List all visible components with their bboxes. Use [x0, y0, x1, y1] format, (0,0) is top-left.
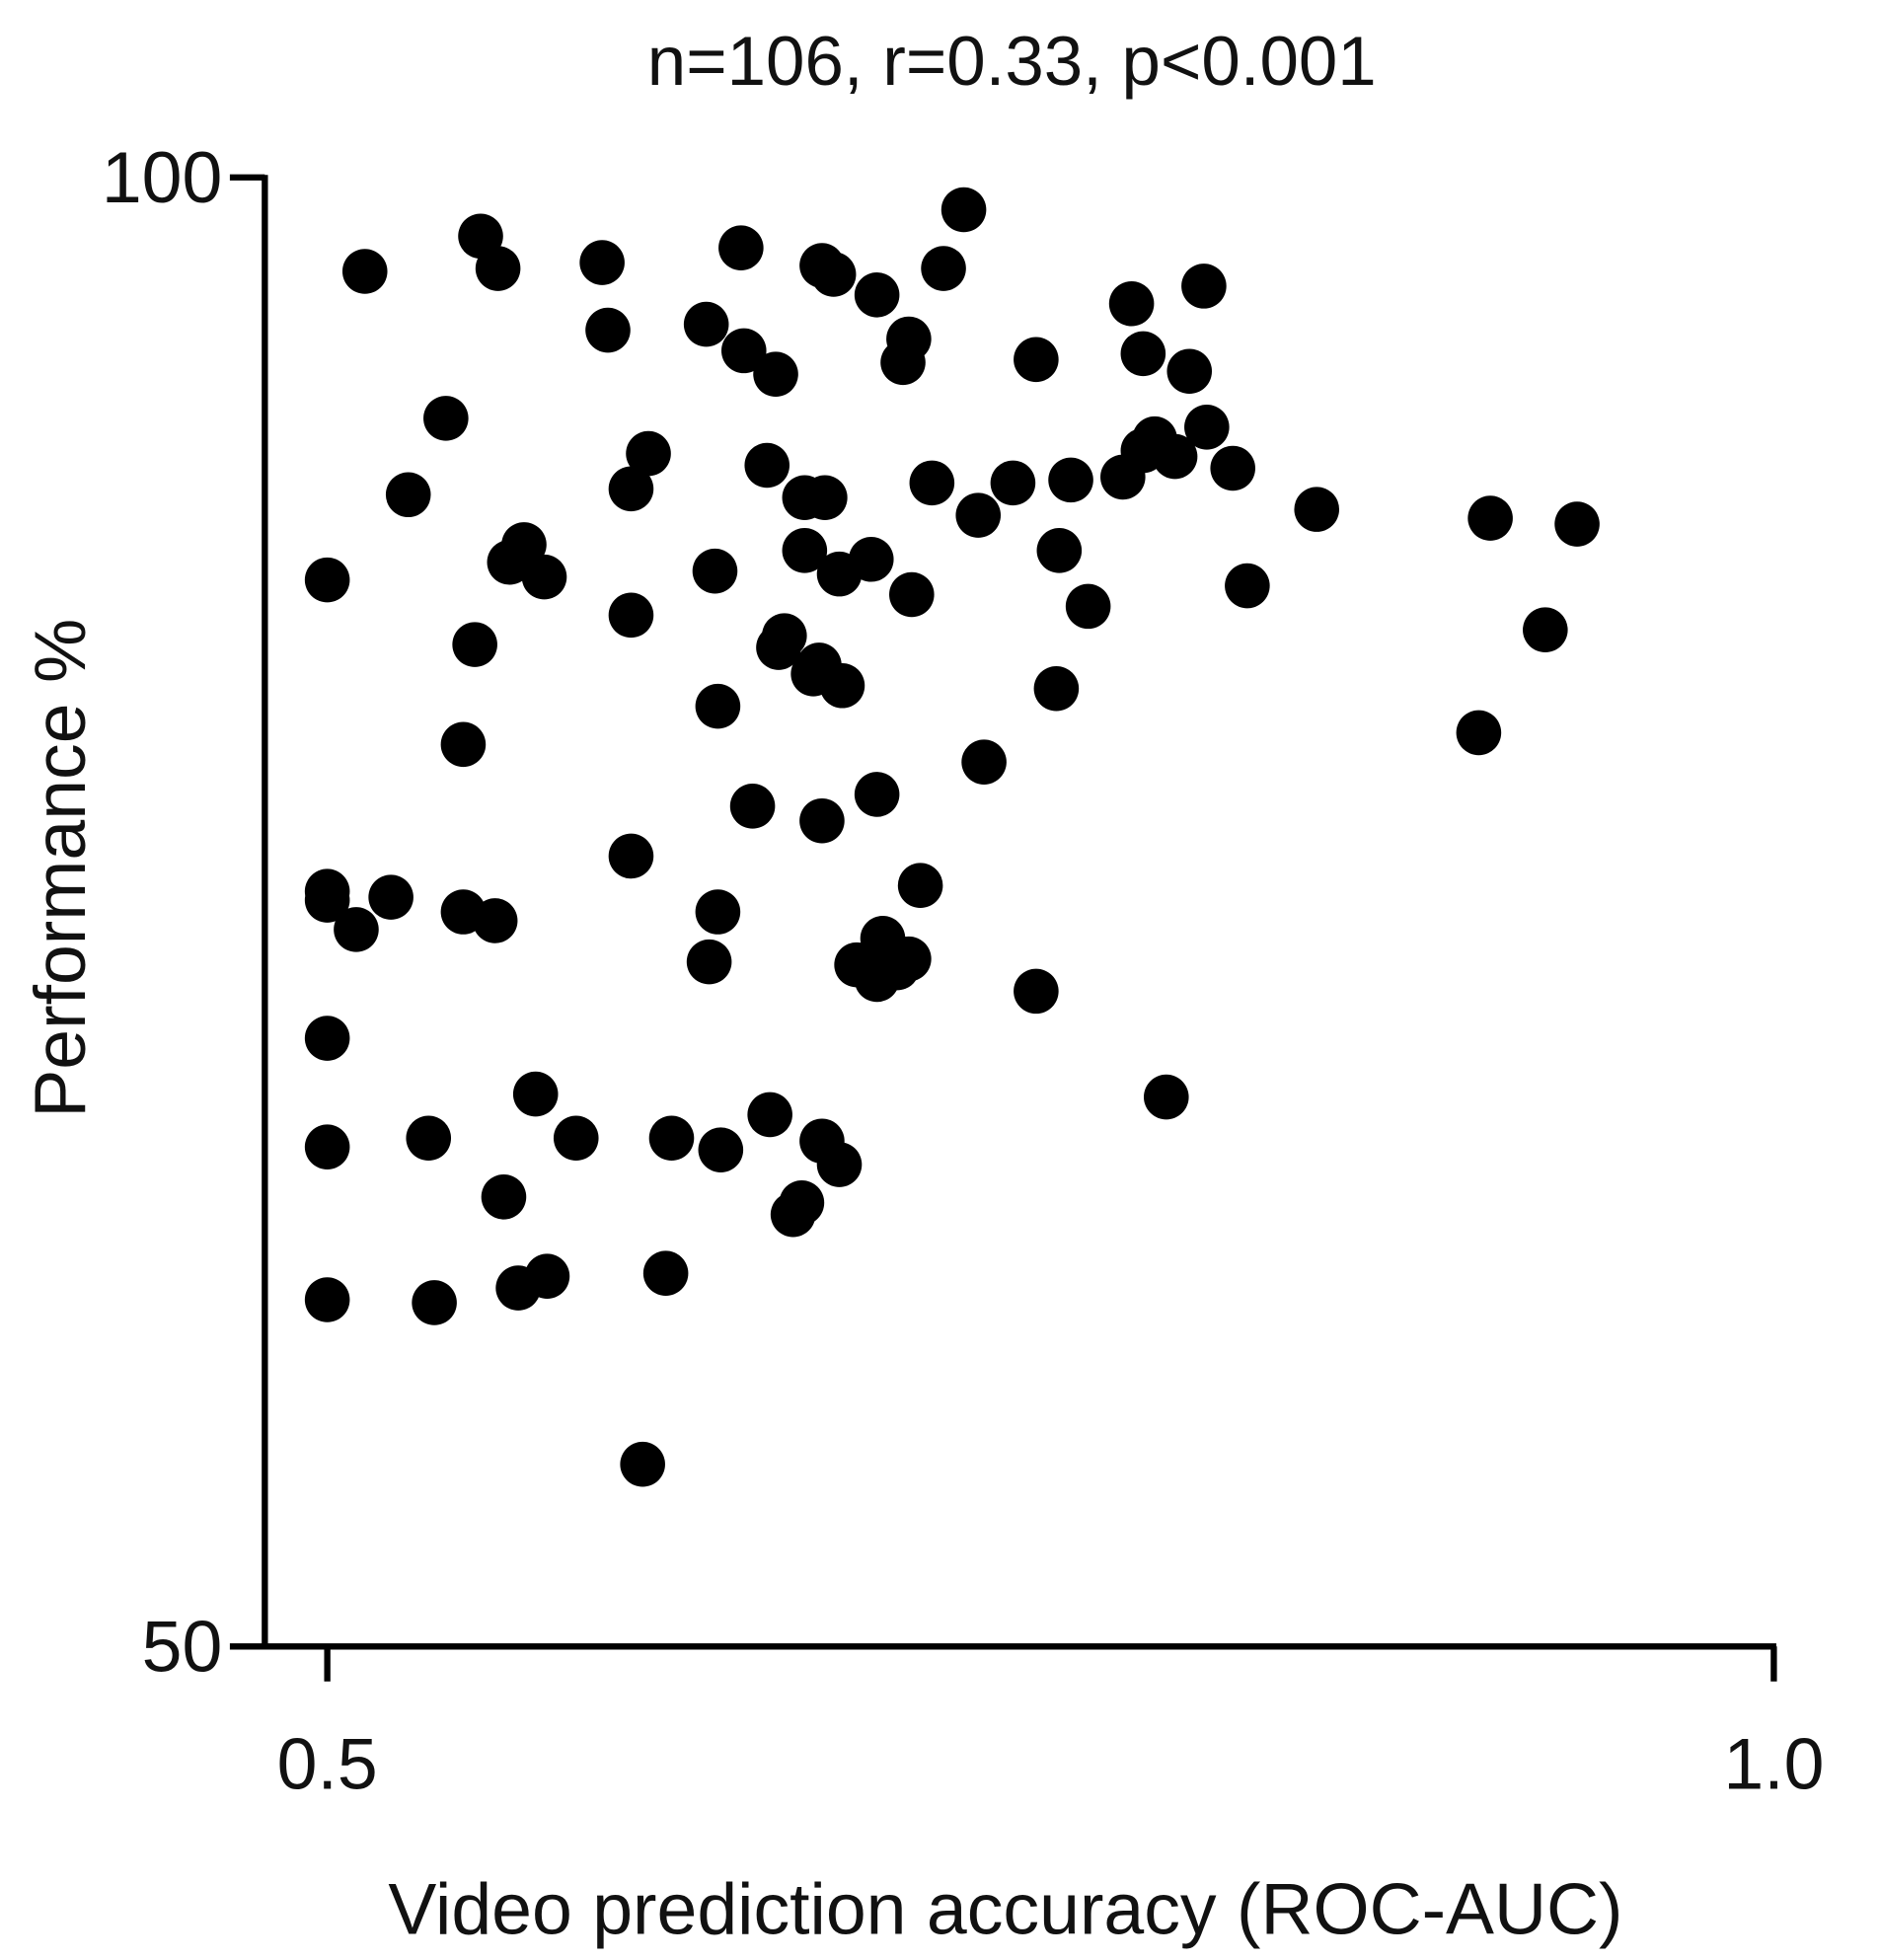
data-point — [897, 863, 943, 909]
data-point — [553, 1115, 599, 1162]
x-axis-label: Video prediction accuracy (ROC-AUC) — [388, 1868, 1622, 1949]
data-point — [304, 557, 350, 603]
data-point — [642, 1250, 689, 1296]
data-point — [889, 571, 935, 618]
data-point — [747, 1092, 792, 1138]
data-point — [1132, 421, 1177, 468]
data-point — [782, 528, 828, 573]
data-point — [1210, 445, 1255, 491]
data-point — [487, 539, 533, 585]
data-point — [1554, 501, 1600, 547]
data-point — [1225, 563, 1270, 609]
data-point — [423, 396, 469, 441]
data-point — [452, 622, 497, 667]
data-point — [816, 1142, 863, 1187]
y-tick-label: 100 — [102, 137, 222, 218]
data-point — [472, 898, 518, 943]
data-point — [854, 772, 900, 817]
data-point — [334, 907, 379, 952]
data-point — [368, 874, 414, 920]
y-axis-label: Performance % — [20, 619, 101, 1118]
data-point — [1108, 280, 1155, 327]
data-point — [810, 252, 857, 297]
data-point — [1143, 1074, 1189, 1120]
y-tick-label: 50 — [142, 1607, 223, 1688]
data-point — [940, 187, 987, 233]
data-point — [304, 1016, 350, 1061]
x-tick-label: 0.5 — [277, 1724, 378, 1805]
data-point — [1166, 348, 1213, 395]
data-point — [744, 442, 790, 489]
data-point — [695, 683, 741, 729]
data-point — [585, 307, 631, 353]
data-point — [608, 833, 654, 879]
data-point — [608, 466, 654, 512]
data-point — [1184, 405, 1230, 450]
data-point — [790, 651, 836, 697]
data-point — [753, 351, 798, 397]
data-point — [341, 249, 388, 294]
data-point — [921, 246, 966, 291]
data-point — [524, 1253, 570, 1299]
data-point — [718, 225, 764, 270]
data-point — [802, 475, 848, 521]
chart-title: n=106, r=0.33, p<0.001 — [647, 23, 1377, 101]
data-point — [608, 592, 654, 639]
data-point — [695, 889, 741, 935]
data-point — [481, 1174, 527, 1220]
data-point — [799, 797, 845, 844]
data-point — [990, 460, 1036, 506]
data-point — [779, 1179, 825, 1226]
data-point — [816, 551, 863, 597]
data-point — [475, 246, 521, 291]
data-point — [874, 944, 920, 991]
data-point — [406, 1115, 452, 1162]
data-point — [1456, 710, 1502, 756]
data-point — [304, 1277, 350, 1322]
data-point — [440, 721, 487, 768]
data-point — [512, 1071, 559, 1117]
data-point — [720, 328, 767, 374]
data-point — [304, 1124, 350, 1169]
data-point — [1014, 337, 1059, 383]
data-point — [385, 472, 431, 518]
data-point — [692, 548, 738, 594]
data-point — [854, 272, 900, 318]
data-point — [961, 739, 1007, 785]
data-point — [880, 339, 926, 386]
data-point — [648, 1115, 695, 1162]
data-point — [1120, 331, 1166, 377]
data-point — [1523, 607, 1568, 652]
data-point — [620, 1441, 665, 1487]
data-point — [1048, 457, 1093, 503]
data-point — [686, 939, 732, 985]
data-point — [1036, 528, 1083, 573]
data-point — [1065, 583, 1111, 630]
data-point — [698, 1127, 744, 1172]
data-point — [729, 784, 776, 829]
x-tick-label: 1.0 — [1723, 1724, 1824, 1805]
data-point — [1014, 968, 1059, 1015]
data-point — [412, 1280, 457, 1325]
data-point — [955, 492, 1002, 538]
data-point — [626, 430, 671, 477]
data-point — [521, 554, 567, 600]
data-point — [579, 240, 625, 285]
data-point — [756, 625, 801, 670]
data-point — [304, 877, 350, 923]
data-point — [909, 460, 955, 506]
data-point — [683, 301, 729, 347]
data-point — [1467, 495, 1513, 541]
data-point — [1033, 665, 1080, 712]
data-point — [1294, 487, 1340, 532]
data-point — [1181, 264, 1227, 309]
